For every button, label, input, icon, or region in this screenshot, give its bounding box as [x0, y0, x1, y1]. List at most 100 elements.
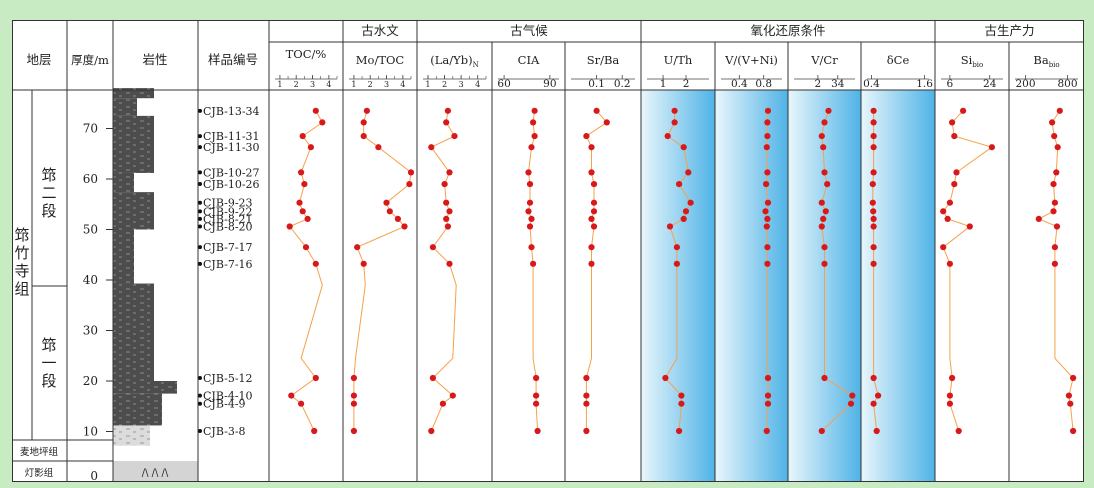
sample-label-2: CJB-11-30 — [203, 141, 260, 154]
point-la_yb-6 — [443, 199, 450, 206]
point-ba_bio-8 — [1035, 215, 1042, 222]
point-v_vni-6 — [764, 199, 772, 206]
member1-label-char-1: 一 — [41, 354, 56, 372]
sample-label-1: CJB-11-31 — [203, 130, 260, 143]
litho-layer-7 — [113, 115, 154, 173]
member2-label-char-1: 二 — [41, 184, 56, 202]
panel-title-v_cr: V/Cr — [810, 53, 838, 67]
point-v_cr-5 — [824, 181, 831, 188]
sample-marker-5 — [198, 200, 202, 205]
point-cia-5 — [526, 181, 534, 188]
series-line-u_th — [664, 110, 692, 432]
point-ba_bio-7 — [1050, 208, 1057, 215]
point-dce-5 — [869, 181, 876, 188]
point-toc-2 — [299, 133, 306, 140]
point-v_cr-3 — [820, 144, 827, 151]
point-ba_bio-15 — [1065, 392, 1072, 399]
point-mo_toc-10 — [354, 244, 361, 251]
point-mo_toc-8 — [394, 215, 401, 222]
point-u_th-10 — [673, 244, 681, 251]
point-cia-3 — [528, 144, 535, 151]
litho-layer-5 — [113, 192, 154, 230]
tick-label-la_yb-2: 3 — [459, 80, 464, 89]
point-v_cr-8 — [820, 215, 827, 222]
point-si_bio-5 — [951, 181, 958, 188]
header-sample: 样品编号 — [208, 52, 258, 67]
series-line-ba_bio — [1037, 110, 1074, 432]
point-si_bio-2 — [951, 133, 958, 140]
point-sr_ba-8 — [588, 215, 595, 222]
panel-title-toc: TOC/% — [286, 47, 327, 61]
point-sr_ba-14 — [583, 374, 590, 382]
series-line-mo_toc — [353, 110, 412, 431]
group-label-productivity: 古生产力 — [984, 23, 1034, 38]
point-mo_toc-9 — [401, 223, 408, 230]
point-v_vni-2 — [764, 133, 771, 140]
tick-label-toc-1: 2 — [294, 80, 299, 89]
point-mo_toc-0 — [363, 107, 370, 114]
point-si_bio-10 — [940, 244, 947, 251]
sample-label-14: CJB-3-8 — [203, 425, 246, 438]
tick-label-sr_ba-0: 0.1 — [588, 78, 605, 90]
point-v_vni-9 — [763, 223, 770, 230]
stratigraphic-chart: /\ /\ /\ 地层 厚度/m 岩性 样品编号 古水文 古气候 氧化还原条件 古生产力 TOC… — [12, 20, 1084, 483]
point-v_cr-2 — [818, 133, 825, 140]
point-v_vni-0 — [764, 107, 772, 114]
point-toc-8 — [304, 215, 311, 222]
point-la_yb-17 — [428, 427, 435, 435]
point-dce-6 — [869, 199, 876, 206]
point-ba_bio-9 — [1053, 223, 1061, 230]
point-la_yb-14 — [429, 374, 436, 382]
point-cia-9 — [526, 223, 534, 230]
outer-border — [12, 20, 1084, 482]
panel-title-cia: CIA — [518, 53, 540, 67]
sample-marker-2 — [198, 145, 202, 150]
litho-layer-3 — [113, 283, 154, 381]
point-u_th-9 — [666, 223, 674, 230]
point-la_yb-15 — [449, 392, 456, 399]
point-la_yb-5 — [441, 181, 448, 188]
point-ba_bio-11 — [1051, 260, 1058, 267]
sample-marker-13 — [198, 401, 202, 406]
point-mo_toc-1 — [360, 119, 367, 126]
point-si_bio-6 — [946, 199, 954, 206]
series-line-la_yb — [430, 110, 457, 432]
point-sr_ba-3 — [588, 144, 595, 151]
point-la_yb-7 — [446, 208, 453, 215]
point-v_cr-0 — [825, 107, 832, 114]
sample-label-10: CJB-7-16 — [203, 258, 253, 271]
panel-title-v_vni: V/(V+Ni) — [724, 53, 778, 67]
header-stratum: 地层 — [26, 52, 51, 67]
point-cia-6 — [526, 199, 534, 206]
point-la_yb-1 — [443, 119, 450, 126]
formation-label-char-3: 组 — [14, 280, 29, 298]
point-ba_bio-14 — [1070, 374, 1077, 382]
point-ba_bio-16 — [1067, 400, 1074, 407]
point-u_th-1 — [671, 119, 678, 126]
point-mo_toc-5 — [406, 181, 413, 188]
point-toc-10 — [302, 244, 310, 251]
tick-label-u_th-1: 2 — [683, 78, 690, 90]
point-dce-17 — [873, 427, 880, 435]
point-dce-14 — [870, 374, 877, 382]
tick-label-v_vni-1: 0.8 — [755, 78, 772, 90]
header-lithology: 岩性 — [142, 52, 167, 67]
point-v_cr-10 — [821, 244, 828, 251]
point-mo_toc-3 — [375, 144, 382, 151]
tick-label-v_cr-0: 2 — [815, 78, 822, 90]
sample-label-3: CJB-10-27 — [203, 166, 260, 179]
point-cia-14 — [533, 374, 540, 382]
point-ba_bio-1 — [1049, 119, 1056, 126]
litho-layer-8 — [113, 98, 137, 116]
tick-label-u_th-0: 1 — [660, 78, 667, 90]
tick-label-toc-3: 4 — [326, 80, 331, 89]
sample-marker-4 — [198, 182, 202, 187]
point-sr_ba-7 — [590, 208, 598, 215]
tick-label-toc-2: 3 — [310, 80, 315, 89]
point-si_bio-7 — [940, 208, 947, 215]
panel-title-sub-si_bio: bio — [972, 61, 983, 69]
tick-label-la_yb-1: 2 — [442, 80, 447, 89]
point-sr_ba-9 — [590, 223, 598, 230]
sample-marker-11 — [198, 375, 202, 380]
sample-label-9: CJB-7-17 — [203, 241, 253, 254]
